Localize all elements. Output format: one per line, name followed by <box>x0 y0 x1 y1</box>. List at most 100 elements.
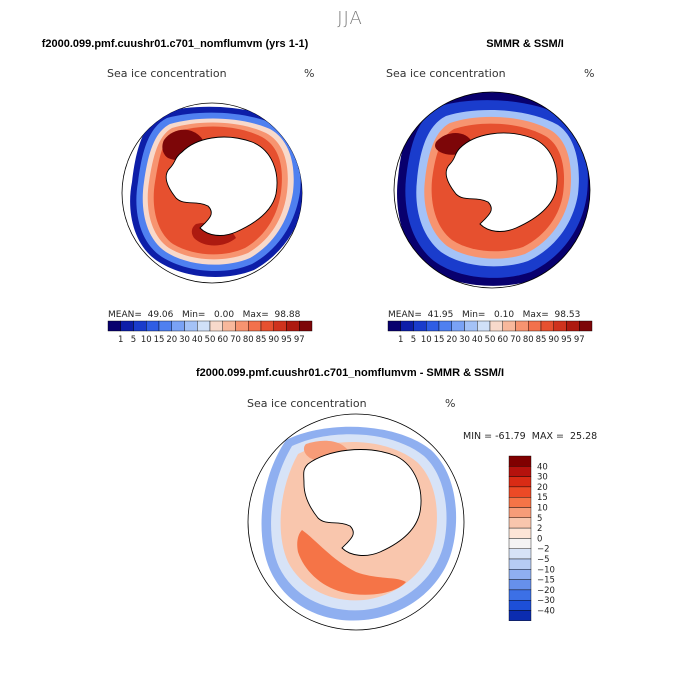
colorbar-swatch <box>508 486 532 498</box>
right-panel-title: SMMR & SSM/I <box>486 38 564 50</box>
colorbar-swatch <box>508 466 532 477</box>
colorbar-swatch <box>508 476 532 488</box>
diff-polar-map <box>247 413 465 631</box>
colorbar-swatch <box>299 320 313 332</box>
left-variable-label: Sea ice concentration <box>107 67 227 80</box>
colorbar-swatch <box>184 320 198 332</box>
antarctica-coastline <box>165 136 278 236</box>
colorbar-tick-label: 5 <box>537 514 542 524</box>
colorbar-swatch <box>235 320 249 332</box>
colorbar-swatch <box>528 320 542 332</box>
colorbar-swatch <box>508 527 532 539</box>
right-variable-label: Sea ice concentration <box>386 67 506 80</box>
colorbar-tick-label: 40 <box>192 335 203 345</box>
colorbar-tick-label: 50 <box>485 335 496 345</box>
diff-variable-label: Sea ice concentration <box>247 397 367 410</box>
colorbar-tick-label: 10 <box>537 504 548 514</box>
colorbar-swatch <box>553 320 567 332</box>
colorbar-tick-label: 70 <box>230 335 241 345</box>
left-panel-title: f2000.099.pmf.cuushr01.c701_nomflumvm (y… <box>41 38 309 50</box>
colorbar-tick-label: 70 <box>510 335 521 345</box>
colorbar-tick-label: 10 <box>421 335 432 345</box>
colorbar-swatch <box>171 320 185 332</box>
diff-ross-positive <box>297 530 406 595</box>
colorbar-swatch <box>515 320 529 332</box>
colorbar-swatch <box>451 320 465 332</box>
colorbar-swatch <box>477 320 491 332</box>
colorbar-swatch <box>508 569 532 580</box>
right-units-label: % <box>584 67 595 80</box>
diff-colorbar-swatches <box>508 455 532 622</box>
colorbar-tick-label: −5 <box>537 555 550 565</box>
colorbar-tick-label: 60 <box>497 335 508 345</box>
colorbar-swatch <box>540 320 554 332</box>
colorbar-tick-label: 15 <box>434 335 445 345</box>
colorbar-tick-label: 0 <box>537 534 542 544</box>
left-stats: MEAN= 49.06 Min= 0.00 Max= 98.88 <box>108 310 301 320</box>
colorbar-swatch <box>120 320 134 332</box>
colorbar-tick-label: 90 <box>548 335 559 345</box>
colorbar-tick-label: −15 <box>537 576 555 586</box>
colorbar-tick-label: 20 <box>166 335 177 345</box>
colorbar-tick-label: 97 <box>574 335 585 345</box>
colorbar-swatch <box>260 320 274 332</box>
colorbar-swatch <box>508 497 532 508</box>
colorbar-tick-label: 20 <box>537 483 548 493</box>
colorbar-tick-label: 20 <box>446 335 457 345</box>
colorbar-tick-label: 95 <box>561 335 572 345</box>
colorbar-swatch <box>508 589 532 601</box>
diff-panel-title: f2000.099.pmf.cuushr01.c701_nomflumvm - … <box>195 367 505 379</box>
antarctica-coastline <box>303 449 422 556</box>
colorbar-swatch <box>158 320 172 332</box>
left-units-label: % <box>304 67 315 80</box>
colorbar-swatch <box>248 320 262 332</box>
colorbar-swatch <box>426 320 440 332</box>
colorbar-swatch <box>209 320 223 332</box>
colorbar-tick-label: 30 <box>459 335 470 345</box>
colorbar-tick-label: 2 <box>537 524 542 534</box>
colorbar-swatch <box>508 599 532 611</box>
colorbar-tick-label: 5 <box>411 335 416 345</box>
colorbar-swatch <box>400 320 414 332</box>
left-colorbar: 1 5 10 15 20 30 40 50 60 70 80 85 90 95 97 <box>107 320 313 345</box>
antarctica-coastline <box>445 132 558 232</box>
colorbar-swatch <box>273 320 287 332</box>
colorbar-swatch <box>489 320 503 332</box>
colorbar-tick-label: 90 <box>268 335 279 345</box>
colorbar-swatch <box>579 320 593 332</box>
colorbar-tick-label: −2 <box>537 545 550 555</box>
colorbar-tick-label: 1 <box>398 335 403 345</box>
colorbar-tick-label: 30 <box>179 335 190 345</box>
left-polar-map <box>121 102 303 284</box>
colorbar-tick-label: −20 <box>537 586 555 596</box>
colorbar-swatch <box>146 320 160 332</box>
right-colorbar-ticks: 1 5 10 15 20 30 40 50 60 70 80 85 90 95 97 <box>398 335 585 345</box>
colorbar-swatch <box>508 548 532 560</box>
colorbar-swatch <box>508 455 532 467</box>
colorbar-swatch <box>222 320 236 332</box>
colorbar-tick-label: 97 <box>294 335 305 345</box>
colorbar-tick-label: 80 <box>523 335 534 345</box>
colorbar-tick-label: 40 <box>537 462 548 472</box>
right-stats: MEAN= 41.95 Min= 0.10 Max= 98.53 <box>388 310 581 320</box>
colorbar-tick-label: 60 <box>217 335 228 345</box>
colorbar-swatch <box>508 538 532 549</box>
colorbar-tick-label: 30 <box>537 473 548 483</box>
colorbar-tick-label: 40 <box>472 335 483 345</box>
right-map-boundary <box>393 91 591 289</box>
colorbar-swatch <box>197 320 211 332</box>
colorbar-swatch <box>413 320 427 332</box>
colorbar-swatch <box>508 610 532 622</box>
colorbar-swatch <box>286 320 300 332</box>
left-colorbar-ticks: 1 5 10 15 20 30 40 50 60 70 80 85 90 95 97 <box>118 335 305 345</box>
diff-minmax: MIN = -61.79 MAX = 25.28 <box>463 431 598 442</box>
colorbar-swatch <box>438 320 452 332</box>
colorbar-tick-label: −40 <box>537 607 555 617</box>
colorbar-tick-label: 15 <box>537 493 548 503</box>
diff-map-boundary <box>247 413 465 631</box>
colorbar-tick-label: −30 <box>537 596 555 606</box>
colorbar-swatch <box>107 320 121 332</box>
colorbar-tick-label: 95 <box>281 335 292 345</box>
colorbar-tick-label: 5 <box>131 335 136 345</box>
